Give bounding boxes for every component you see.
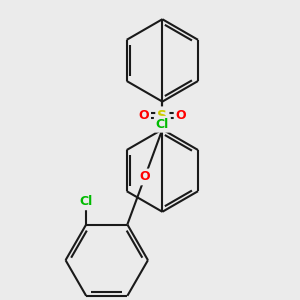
Text: O: O: [176, 109, 186, 122]
Text: O: O: [139, 109, 149, 122]
Text: Cl: Cl: [156, 118, 169, 131]
Text: S: S: [158, 109, 167, 122]
Text: O: O: [140, 170, 150, 184]
Text: Cl: Cl: [80, 195, 93, 208]
